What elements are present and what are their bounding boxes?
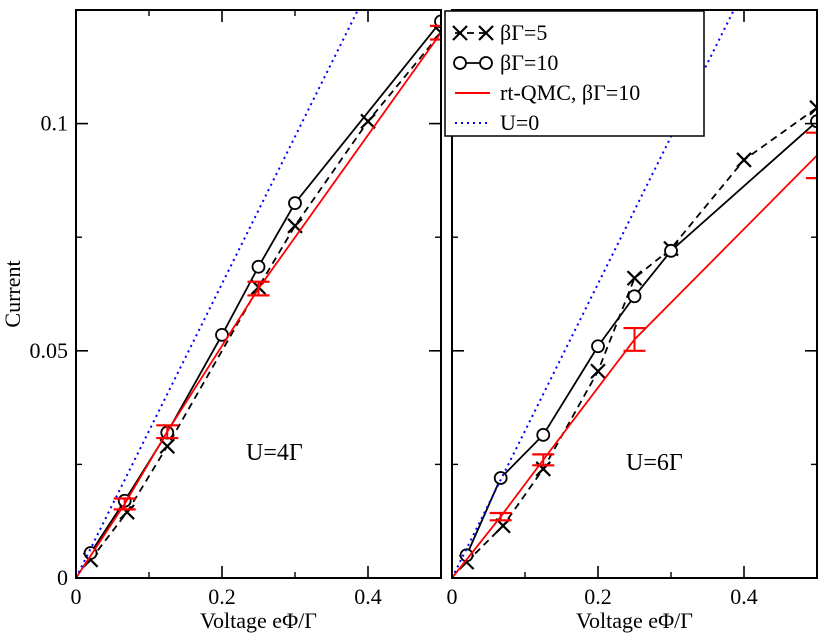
beta5-marker: [626, 270, 643, 286]
rt-qmc-errorbar: [430, 24, 441, 41]
left-ticks: 0 0.2 0.4 0 0.05 0.1: [30, 10, 441, 609]
y-axis-label: Current: [0, 260, 25, 327]
rt-qmc-errorbar: [532, 453, 555, 467]
legend-circle-marker: [479, 56, 493, 70]
x-tick-label: 0.4: [354, 584, 382, 609]
x-tick-label: 0: [447, 584, 458, 609]
u0-free-line: [76, 10, 359, 578]
x-tick-label: 0.2: [584, 584, 612, 609]
left-panel-annotation: U=4Γ: [246, 440, 303, 466]
beta10-marker: [288, 196, 302, 211]
legend-label-circle: βΓ=10: [500, 50, 558, 75]
legend-circle-marker: [453, 56, 467, 70]
rt-qmc-errorbar: [156, 424, 179, 440]
legend-label-cross: βΓ=5: [500, 20, 547, 45]
beta5-line: [465, 106, 817, 563]
beta10-line: [465, 120, 817, 556]
right-panel-annotation: U=6Γ: [626, 450, 683, 476]
right-x-axis-label: Voltage eΦ/Γ: [576, 608, 693, 633]
rt-qmc-errorbar: [489, 511, 512, 522]
rt-qmc-errorbar: [113, 497, 136, 511]
beta10-marker: [591, 339, 605, 354]
right-plot-frame: [451, 9, 818, 579]
beta10-marker: [251, 259, 266, 274]
beta10-marker: [664, 243, 678, 258]
beta10-marker: [459, 548, 474, 563]
rt-qmc-errorbar: [623, 326, 646, 352]
left-data-layer: [76, 10, 441, 578]
y-tick-label: 0: [57, 565, 68, 590]
beta5-marker: [360, 113, 376, 130]
x-tick-label: 0.4: [730, 584, 758, 609]
panel-left-u4: 0 0.2 0.4 0 0.05 0.1 U=4Γ Voltage eΦ/Γ: [30, 9, 442, 633]
rt-qmc-errorbar: [247, 280, 270, 297]
x-tick-label: 0: [71, 584, 82, 609]
rt-qmc-line: [76, 32, 441, 578]
y-tick-label: 0.05: [30, 338, 69, 363]
beta10-marker: [627, 289, 642, 304]
rt-qmc-line: [452, 154, 817, 578]
beta5-marker: [736, 152, 752, 168]
legend-label-qmc: rt-QMC, βΓ=10: [500, 80, 640, 105]
legend-cross-marker: [478, 25, 494, 41]
x-tick-label: 0.2: [208, 584, 236, 609]
left-x-axis-label: Voltage eΦ/Γ: [200, 608, 317, 633]
beta10-marker: [434, 14, 441, 29]
rt-qmc-errorbar: [806, 131, 817, 180]
y-tick-label: 0.1: [41, 111, 69, 136]
legend: βΓ=5 βΓ=10 rt-QMC, βΓ=10 U=0: [444, 10, 705, 137]
beta10-marker: [493, 471, 508, 485]
legend-swatch-cross: [452, 25, 494, 41]
beta5-marker: [809, 99, 817, 116]
beta5-marker: [590, 363, 606, 380]
beta10-marker: [536, 427, 551, 442]
legend-cross-marker: [452, 25, 468, 41]
left-plot-frame: [75, 9, 442, 579]
right-ticks: 0 0.2 0.4: [447, 10, 817, 609]
legend-label-free: U=0: [500, 110, 539, 135]
legend-swatch-circle: [453, 56, 493, 70]
